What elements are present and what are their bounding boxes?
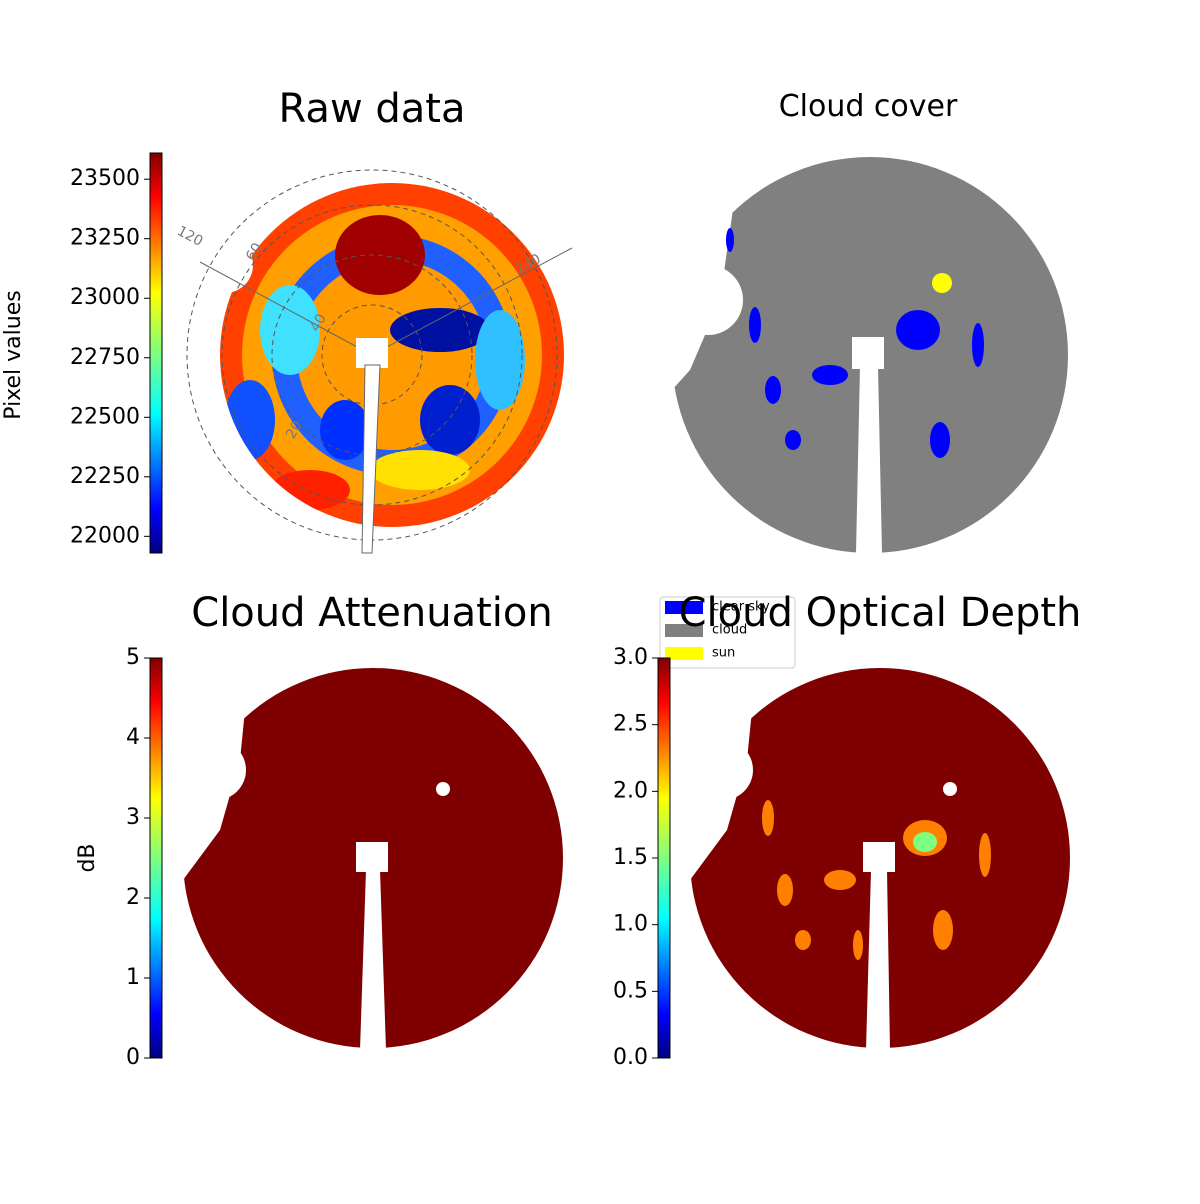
panel-title: Cloud cover — [779, 89, 958, 124]
panel-title: Raw data — [279, 86, 466, 132]
raw-image — [220, 183, 564, 527]
colorbar-tick-label: 3 — [126, 805, 140, 830]
colorbar-tick-label: 22750 — [70, 345, 140, 370]
colorbar — [149, 657, 163, 1059]
colorbar-tick-label: 2.5 — [613, 712, 648, 737]
colorbar-tick-label: 3.0 — [613, 645, 648, 670]
legend-label: sun — [712, 646, 735, 661]
colorbar-tick-label: 23500 — [70, 166, 140, 191]
polar-label: 60 — [243, 240, 266, 263]
colorbar — [149, 152, 163, 554]
colorbar — [657, 657, 671, 1059]
panel-title: Cloud Optical Depth — [679, 590, 1082, 636]
legend-label: cloud — [712, 623, 747, 638]
polar-label: 40 — [307, 311, 330, 334]
polar-label: 20 — [283, 418, 306, 441]
colorbar-tick-label: 0.5 — [613, 978, 648, 1003]
colorbar-label: dB — [75, 843, 100, 872]
colorbar-tick-label: 23250 — [70, 226, 140, 251]
legend-label: clear sky — [712, 600, 770, 615]
colorbar-tick-label: 5 — [126, 645, 140, 670]
colorbar-tick-label: 0.0 — [613, 1045, 648, 1070]
legend-swatch — [665, 624, 703, 637]
colorbar-tick-label: 22500 — [70, 404, 140, 429]
colorbar-tick-label: 1.5 — [613, 845, 648, 870]
colorbar-tick-label: 2 — [126, 885, 140, 910]
colorbar-tick-label: 4 — [126, 725, 140, 750]
colorbar-tick-label: 22000 — [70, 523, 140, 548]
colorbar-tick-label: 2.0 — [613, 778, 648, 803]
panel-title: Cloud Attenuation — [191, 590, 552, 636]
colorbar-label: Pixel values — [1, 290, 26, 419]
colorbar-tick-label: 0 — [126, 1045, 140, 1070]
legend-swatch — [665, 601, 703, 614]
colorbar-tick-label: 1.0 — [613, 912, 648, 937]
legend-swatch — [665, 647, 703, 660]
colorbar-tick-label: 22250 — [70, 464, 140, 489]
colorbar-tick-label: 1 — [126, 965, 140, 990]
colorbar-tick-label: 23000 — [70, 285, 140, 310]
